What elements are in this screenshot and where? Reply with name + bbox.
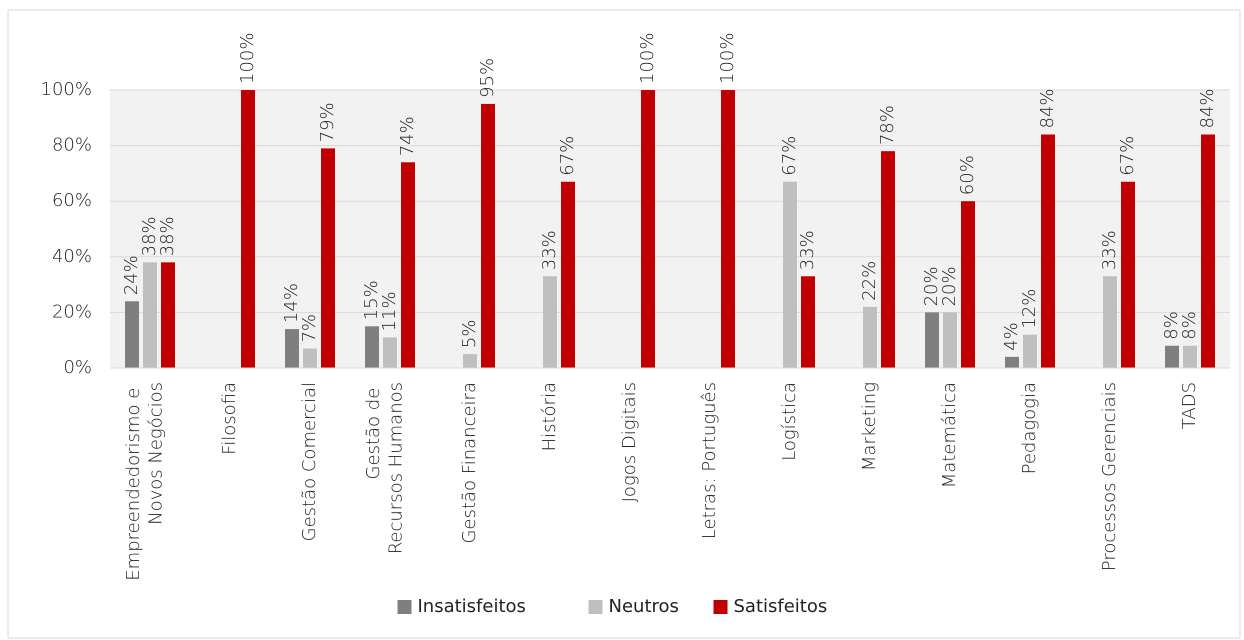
bar <box>543 276 557 368</box>
bar <box>961 201 975 368</box>
bar <box>463 354 477 368</box>
data-label: 15% <box>361 280 382 320</box>
x-tick-label: Processos Gerenciais <box>1099 382 1120 571</box>
data-label: 8% <box>1179 311 1200 340</box>
data-label: 100% <box>237 33 258 84</box>
bar <box>1041 134 1055 368</box>
bar <box>383 337 397 368</box>
data-label: 95% <box>477 58 498 98</box>
data-label: 33% <box>1099 230 1120 270</box>
legend-swatch <box>397 600 412 614</box>
x-tick-label: TADS <box>1179 382 1200 429</box>
x-tick-label: Matemática <box>939 382 960 488</box>
data-label: 79% <box>317 102 338 142</box>
data-label: 67% <box>557 136 578 176</box>
bar <box>1023 334 1037 368</box>
legend-label: Insatisfeitos <box>418 596 526 617</box>
x-tick-label-line: Novos Negócios <box>146 382 167 525</box>
y-tick-label: 80% <box>52 135 92 156</box>
bar <box>401 162 415 368</box>
x-tick-label: Gestão Financeira <box>459 382 480 544</box>
data-label: 100% <box>637 33 658 84</box>
data-label: 20% <box>921 266 942 306</box>
bar <box>143 262 157 368</box>
data-label: 24% <box>121 255 142 295</box>
legend-swatch <box>713 600 728 614</box>
bar <box>721 90 735 368</box>
data-label: 7% <box>299 314 320 343</box>
bar <box>241 90 255 368</box>
bar <box>1005 356 1019 368</box>
bar <box>125 301 139 368</box>
data-label: 100% <box>717 33 738 84</box>
bar <box>285 329 299 368</box>
bar <box>303 348 317 368</box>
bar <box>1183 345 1197 368</box>
x-tick-label-line: Gestão de <box>363 382 384 479</box>
bar <box>1121 181 1135 368</box>
legend-label: Satisfeitos <box>734 596 828 617</box>
bar <box>365 326 379 368</box>
data-label: 33% <box>797 230 818 270</box>
data-label: 4% <box>1001 322 1022 351</box>
x-tick-label: Jogos Digitais <box>619 382 640 502</box>
bar <box>783 181 797 368</box>
bar <box>801 276 815 368</box>
x-tick-label: Letras: Português <box>699 382 720 539</box>
x-tick-label-line: Empreendedorismo e <box>123 382 144 581</box>
y-tick-label: 0% <box>63 357 92 378</box>
x-tick-label: Pedagogia <box>1019 382 1040 474</box>
bar <box>943 312 957 368</box>
data-label: 38% <box>157 216 178 256</box>
data-label: 84% <box>1197 88 1218 128</box>
data-label: 14% <box>281 283 302 323</box>
data-label: 84% <box>1037 88 1058 128</box>
data-label: 12% <box>1019 289 1040 329</box>
bar <box>881 151 895 368</box>
legend-swatch <box>588 600 603 614</box>
y-tick-label: 20% <box>52 301 92 322</box>
x-tick-label: Gestão Comercial <box>299 382 320 541</box>
data-label: 60% <box>957 155 978 195</box>
legend-label: Neutros <box>609 596 679 617</box>
y-tick-label: 40% <box>52 246 92 267</box>
data-label: 22% <box>859 261 880 301</box>
x-tick-label: Filosofia <box>219 382 240 455</box>
x-tick-label: Logística <box>779 382 800 461</box>
x-tick-label: História <box>539 382 560 451</box>
data-label: 11% <box>379 291 400 331</box>
bar <box>641 90 655 368</box>
bar <box>925 312 939 368</box>
data-label: 67% <box>1117 136 1138 176</box>
y-tick-label: 100% <box>41 79 92 100</box>
bar <box>1165 345 1179 368</box>
data-label: 8% <box>1161 311 1182 340</box>
x-tick-label: Marketing <box>859 382 880 471</box>
x-tick-label: Empreendedorismo e Novos Negócios <box>123 382 167 581</box>
bar <box>161 262 175 368</box>
data-label: 33% <box>539 230 560 270</box>
bar <box>481 103 495 369</box>
data-label: 78% <box>877 105 898 145</box>
x-tick-label: Gestão de Recursos Humanos <box>363 382 407 554</box>
x-tick-label-line: Recursos Humanos <box>386 382 407 554</box>
bar <box>321 148 335 368</box>
data-label: 38% <box>139 216 160 256</box>
y-tick-label: 60% <box>52 190 92 211</box>
data-label: 67% <box>779 136 800 176</box>
bar <box>1103 276 1117 368</box>
bar <box>561 181 575 368</box>
bar <box>863 306 877 368</box>
data-label: 20% <box>939 266 960 306</box>
data-label: 74% <box>397 116 418 156</box>
plot-area <box>110 90 1230 368</box>
data-label: 5% <box>459 320 480 349</box>
bar <box>1201 134 1215 368</box>
